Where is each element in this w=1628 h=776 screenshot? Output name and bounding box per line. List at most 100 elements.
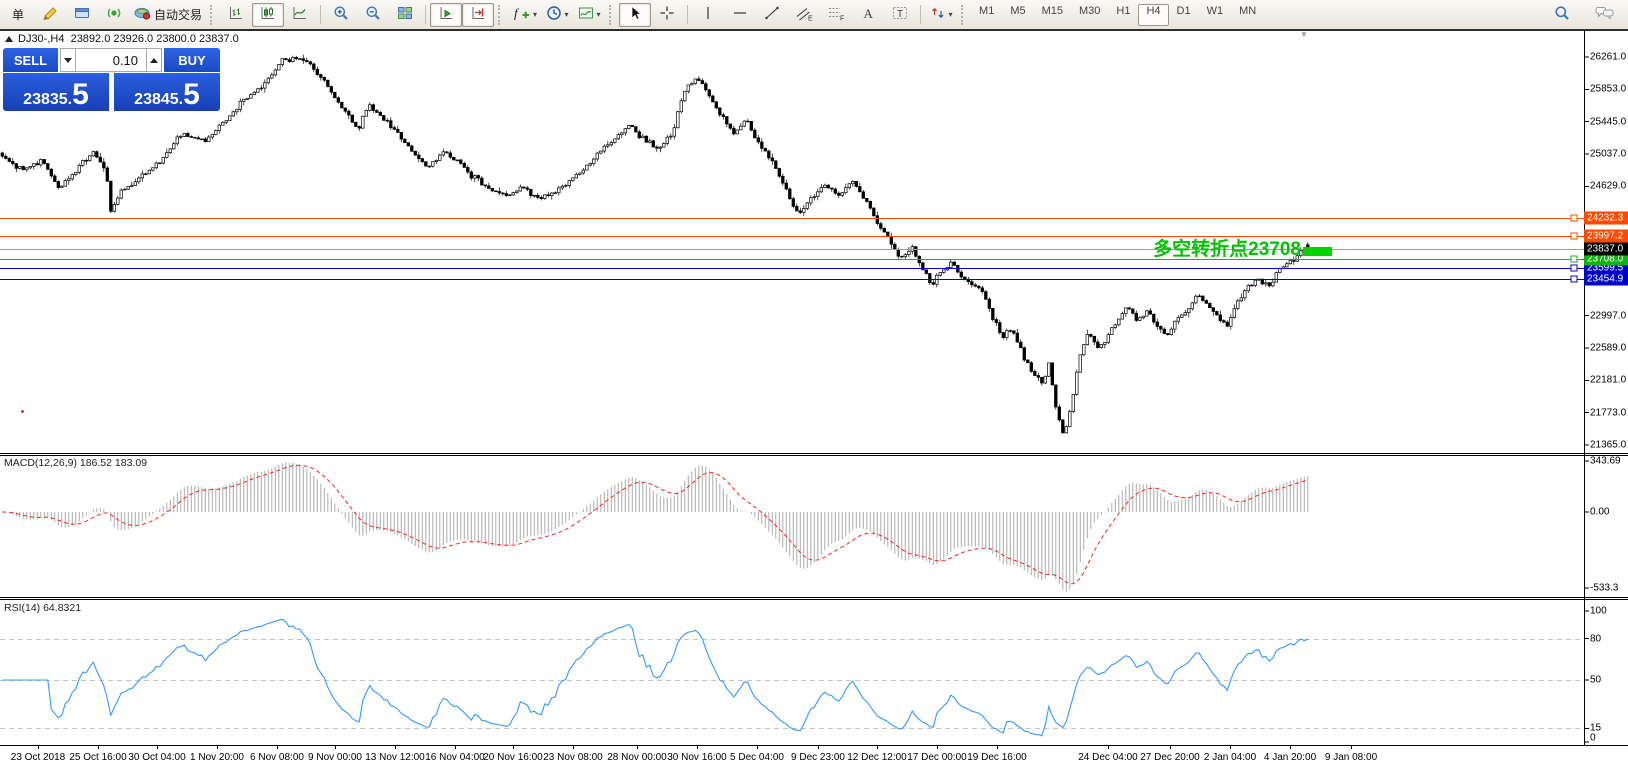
new-order-button-label: 单 — [11, 8, 24, 22]
arrows-button[interactable]: ▾ — [925, 3, 957, 27]
bar-chart-button[interactable] — [220, 3, 252, 27]
object-anchor-dot — [21, 410, 24, 413]
indicators-icon: f — [512, 5, 530, 24]
buy-price[interactable]: 23845. 5 — [114, 73, 220, 111]
toolbar-right-group — [1546, 3, 1620, 27]
timeframe-M5[interactable]: M5 — [1010, 4, 1026, 17]
x-axis-label: 30 Nov 16:00 — [667, 752, 727, 763]
sell-price[interactable]: 23835. 5 — [3, 73, 109, 111]
dropdown-caret-icon: ▾ — [596, 10, 601, 19]
timeframe-H1[interactable]: H1 — [1116, 4, 1131, 17]
vertical-line-button[interactable] — [692, 3, 724, 27]
y-axis-label: 22181.0 — [1590, 374, 1627, 386]
chart-window-button[interactable] — [66, 3, 98, 27]
timeframe-M30[interactable]: M30 — [1079, 4, 1101, 17]
templates-icon — [578, 5, 594, 24]
x-axis-label: 17 Dec 00:00 — [907, 752, 967, 763]
zoom-out-button[interactable] — [357, 3, 389, 27]
buy-button[interactable]: BUY — [164, 48, 220, 72]
x-axis-label: 5 Dec 04:00 — [730, 752, 784, 763]
y-axis-label: 21365.0 — [1590, 439, 1627, 451]
rsi-axis-label: 100 — [1590, 605, 1607, 617]
crayon-icon — [42, 5, 58, 24]
volume-input[interactable] — [76, 48, 146, 72]
level-line-handle[interactable] — [1570, 255, 1578, 263]
chat-button[interactable] — [1588, 3, 1620, 27]
timeframe-M15[interactable]: M15 — [1041, 4, 1063, 17]
collapse-triangle-icon[interactable] — [5, 36, 13, 42]
candlestick-chart-button[interactable] — [252, 2, 285, 27]
periods-icon — [546, 5, 562, 24]
auto-scroll-icon — [438, 5, 454, 24]
timeframe-W1[interactable]: W1 — [1206, 4, 1224, 17]
x-axis-label: 19 Dec 16:00 — [967, 752, 1027, 763]
x-axis-label: 25 Oct 16:00 — [69, 752, 127, 763]
y-axis-label: 21773.0 — [1590, 407, 1627, 419]
toolbar-separator — [320, 5, 322, 24]
line-chart-button[interactable] — [284, 3, 316, 27]
x-axis-label: 2 Jan 04:00 — [1203, 752, 1257, 763]
panel-divider — [162, 48, 164, 72]
line-chart-icon — [292, 5, 308, 24]
toolbar-grip — [961, 4, 967, 25]
panel-divider — [58, 48, 60, 72]
svg-text:F: F — [840, 16, 844, 22]
x-axis-label: 23 Nov 08:00 — [543, 752, 603, 763]
y-axis-label: 25445.0 — [1590, 116, 1627, 128]
crayon-tool-button[interactable] — [34, 3, 66, 27]
level-line-handle[interactable] — [1570, 264, 1578, 272]
timeframe-MN[interactable]: MN — [1239, 4, 1257, 17]
chart-shift-button[interactable] — [462, 2, 495, 27]
horizontal-line-button[interactable] — [724, 3, 756, 27]
pivot-marker — [1303, 247, 1332, 256]
timeframe-D1[interactable]: D1 — [1176, 4, 1191, 17]
x-axis-label: 9 Nov 00:00 — [308, 752, 362, 763]
trendline-button[interactable] — [756, 3, 788, 27]
trendline-icon — [764, 5, 780, 24]
x-axis-label: 16 Nov 04:00 — [425, 752, 485, 763]
y-axis-label: 22589.0 — [1590, 342, 1627, 354]
fibonacci-button[interactable]: F — [820, 3, 852, 27]
search-button[interactable] — [1546, 3, 1578, 27]
periods-button[interactable]: ▾ — [541, 3, 573, 27]
svg-text:T: T — [897, 9, 903, 20]
hline-icon — [732, 5, 748, 24]
templates-button[interactable]: ▾ — [573, 3, 605, 27]
y-axis-label: 25853.0 — [1590, 83, 1627, 95]
toolbar-grip — [609, 4, 615, 25]
new-order-button[interactable]: 单 — [2, 3, 34, 27]
dropdown-caret-icon: ▾ — [948, 10, 953, 19]
macd-axis-label: 0.00 — [1590, 506, 1610, 518]
auto-scroll-button[interactable] — [430, 2, 463, 27]
volume-decrease-button[interactable] — [60, 48, 76, 72]
volume-increase-button[interactable] — [146, 48, 162, 72]
timeframe-H4[interactable]: H4 — [1138, 3, 1169, 26]
level-line-handle[interactable] — [1570, 214, 1578, 222]
autotrade-button[interactable]: 自动交易 — [130, 3, 206, 27]
signal-button[interactable] — [98, 3, 130, 27]
zoom-in-button[interactable] — [325, 3, 357, 27]
rsi-axis-label: 80 — [1590, 633, 1602, 645]
tile-windows-button[interactable] — [389, 3, 421, 27]
rsi-axis-label: 15 — [1590, 722, 1602, 734]
crosshair-button[interactable] — [651, 3, 683, 27]
sell-button[interactable]: SELL — [3, 48, 58, 72]
text-button[interactable]: A — [852, 3, 884, 27]
equidistant-channel-button[interactable]: E — [788, 3, 820, 27]
dropdown-caret-icon: ▾ — [533, 10, 538, 19]
level-line-handle[interactable] — [1570, 275, 1578, 283]
toolbar-grip — [210, 4, 216, 25]
trade-panel-price-row: 23835. 5 23845. 5 — [3, 73, 220, 111]
text-label-button[interactable]: T — [884, 3, 916, 27]
toolbar-separator — [687, 5, 689, 24]
cursor-button[interactable] — [619, 2, 652, 27]
level-line-handle[interactable] — [1570, 232, 1578, 240]
timeframe-M1[interactable]: M1 — [979, 4, 995, 17]
indicators-button[interactable]: f ▾ — [508, 3, 541, 27]
x-axis-label: 28 Nov 00:00 — [607, 752, 667, 763]
symbol-ohlc-text: DJ30-,H4 23892.0 23926.0 23800.0 23837.0 — [18, 33, 239, 45]
scroll-marker-icon: ▼ — [1300, 30, 1308, 39]
x-axis-label: 9 Dec 23:00 — [791, 752, 845, 763]
